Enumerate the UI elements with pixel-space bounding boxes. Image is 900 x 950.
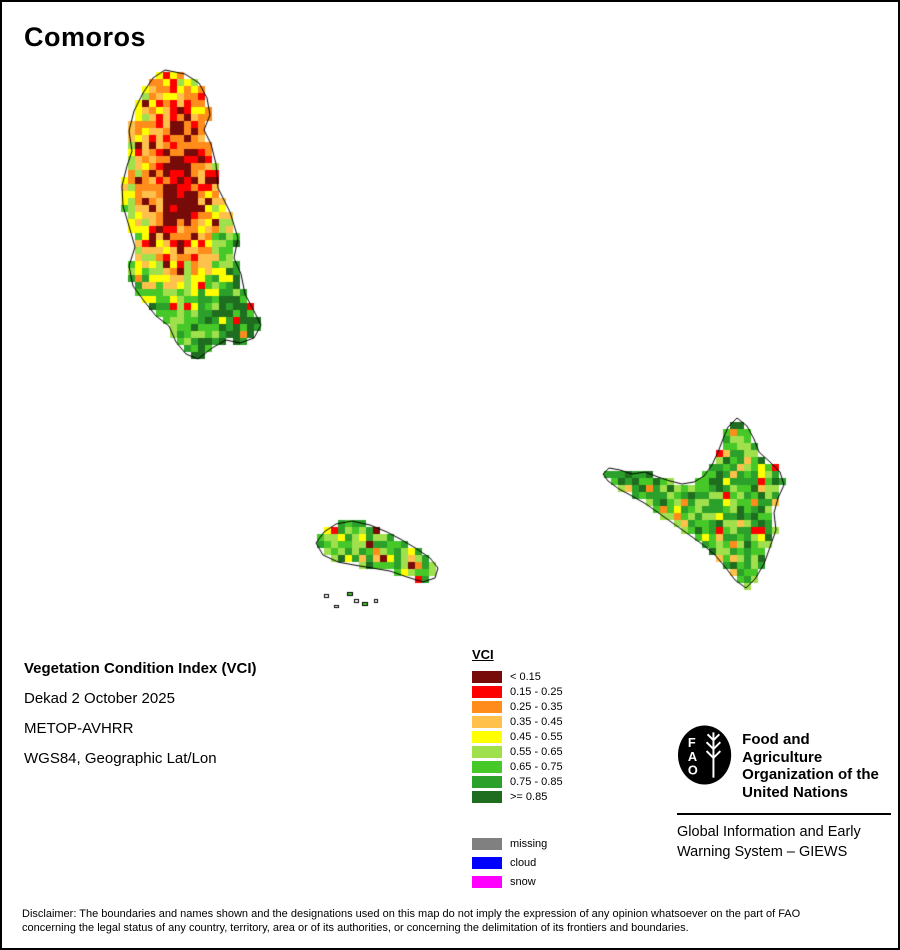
legend-swatch <box>472 790 502 803</box>
legend-swatch <box>472 837 502 850</box>
legend-swatch <box>472 670 502 683</box>
legend-item: < 0.15 <box>472 669 563 684</box>
legend-swatch <box>472 730 502 743</box>
legend-item: 0.35 - 0.45 <box>472 714 563 729</box>
wheat-icon <box>705 732 722 778</box>
legend-swatch <box>472 715 502 728</box>
legend-item: 0.75 - 0.85 <box>472 774 563 789</box>
fao-logo: F A O <box>677 725 732 785</box>
legend-label: 0.15 - 0.25 <box>510 685 563 698</box>
footer-divider <box>677 813 891 815</box>
metadata-dekad: Dekad 2 October 2025 <box>24 690 175 707</box>
legend-swatch <box>472 685 502 698</box>
legend-label: >= 0.85 <box>510 790 548 803</box>
legend-swatch <box>472 875 502 888</box>
fao-logo-letter-f: F <box>688 735 696 750</box>
fao-block: F A O Food and Agriculture Organization … <box>677 724 891 862</box>
metadata-sensor: METOP-AVHRR <box>24 720 134 737</box>
legend-label: 0.65 - 0.75 <box>510 760 563 773</box>
legend-swatch <box>472 856 502 869</box>
legend-swatch <box>472 700 502 713</box>
legend-label: 0.55 - 0.65 <box>510 745 563 758</box>
legend-item: 0.25 - 0.35 <box>472 699 563 714</box>
fao-logo-letter-o: O <box>688 763 698 778</box>
legend-label: 0.25 - 0.35 <box>510 700 563 713</box>
legend-label: cloud <box>510 856 537 869</box>
metadata-index-name: Vegetation Condition Index (VCI) <box>24 660 257 677</box>
map-metadata: Vegetation Condition Index (VCI) Dekad 2… <box>24 654 257 774</box>
page-title: Comoros <box>24 22 147 52</box>
legend-item: 0.15 - 0.25 <box>472 684 563 699</box>
disclaimer-line-1: Disclaimer: The boundaries and names sho… <box>22 908 801 920</box>
legend-swatch <box>472 775 502 788</box>
disclaimer-text: Disclaimer: The boundaries and names sho… <box>22 908 890 935</box>
legend-flag-list: missing cloud snow <box>472 834 563 891</box>
legend-item: missing <box>472 834 563 853</box>
legend-title: VCI <box>472 647 494 662</box>
legend-item: snow <box>472 872 563 891</box>
disclaimer-line-2: concerning the legal status of any count… <box>22 921 689 934</box>
legend-item: >= 0.85 <box>472 789 563 804</box>
legend-item: 0.65 - 0.75 <box>472 759 563 774</box>
metadata-projection: WGS84, Geographic Lat/Lon <box>24 750 217 767</box>
legend-swatch <box>472 745 502 758</box>
giews-name: Global Information and Early Warning Sys… <box>677 824 861 860</box>
legend-label: 0.45 - 0.55 <box>510 730 563 743</box>
fao-header: F A O Food and Agriculture Organization … <box>677 724 891 801</box>
legend-label: snow <box>510 875 536 888</box>
legend-label: missing <box>510 837 548 850</box>
vci-legend: VCI < 0.15 0.15 - 0.25 0.25 - 0.35 0.35 - 0… <box>472 647 563 891</box>
legend-label: 0.75 - 0.85 <box>510 775 563 788</box>
legend-label: < 0.15 <box>510 670 541 683</box>
fao-name: Food and Agriculture Organization of the… <box>742 731 879 801</box>
legend-item: 0.45 - 0.55 <box>472 729 563 744</box>
fao-logo-letter-a: A <box>688 749 697 764</box>
legend-swatch <box>472 760 502 773</box>
legend-item: 0.55 - 0.65 <box>472 744 563 759</box>
legend-label: 0.35 - 0.45 <box>510 715 563 728</box>
legend-class-list: < 0.15 0.15 - 0.25 0.25 - 0.35 0.35 - 0.45 0… <box>472 669 563 804</box>
legend-item: cloud <box>472 853 563 872</box>
